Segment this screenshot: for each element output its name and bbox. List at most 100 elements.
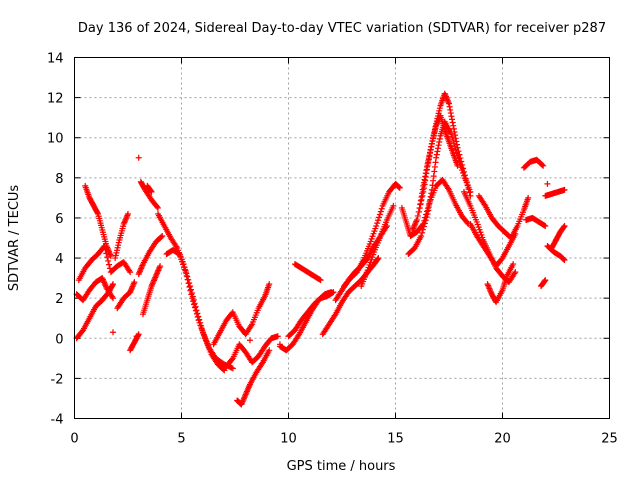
data-point-marker: [434, 145, 441, 152]
data-point-marker: [228, 356, 235, 363]
data-point-marker: [425, 155, 432, 162]
data-point-marker: [374, 255, 381, 262]
data-point-marker: [428, 143, 435, 150]
data-point-marker: [420, 182, 427, 189]
data-point-marker: [542, 277, 549, 284]
data-point-marker: [109, 282, 116, 289]
data-point-marker: [449, 116, 456, 123]
data-point-marker: [159, 232, 166, 239]
grid-lines: [74, 57, 610, 419]
data-point-marker: [154, 204, 161, 211]
y-tick-label: 12: [47, 92, 64, 107]
data-point-marker: [192, 307, 199, 314]
data-point-marker: [512, 269, 519, 276]
data-point-marker: [424, 160, 431, 167]
y-tick-labels: -4 -2 0 2 4 6 8 10 12 14: [47, 52, 64, 428]
data-point-marker: [419, 186, 426, 193]
x-tick-label: 0: [70, 432, 78, 447]
data-point-marker: [396, 184, 403, 191]
data-point-marker: [466, 189, 473, 196]
data-point-marker: [185, 280, 192, 287]
data-point-marker: [431, 163, 438, 170]
x-tick-label: 15: [387, 432, 404, 447]
data-point-marker: [131, 279, 138, 286]
data-point-marker: [436, 139, 443, 146]
data-point-marker: [330, 289, 337, 296]
data-point-marker: [221, 367, 228, 374]
data-point-marker: [110, 281, 117, 288]
data-point-marker: [454, 144, 461, 151]
data-point-marker: [373, 222, 380, 229]
data-point-marker: [414, 212, 421, 219]
data-point-marker: [459, 161, 466, 168]
data-point-marker: [461, 172, 468, 179]
x-tick-labels: 0 5 10 15 20 25: [70, 432, 617, 447]
data-point-marker: [374, 220, 381, 227]
data-point-marker: [449, 119, 456, 126]
data-point-marker: [423, 163, 430, 170]
data-point-marker: [426, 200, 433, 207]
data-point-marker: [421, 220, 428, 227]
data-point-marker: [433, 151, 440, 158]
data-point-marker: [434, 148, 441, 155]
data-point-marker: [105, 257, 112, 264]
data-point-marker: [375, 214, 382, 221]
y-tick-label: -2: [51, 372, 64, 387]
data-point-marker: [430, 177, 437, 184]
data-point-marker: [375, 255, 382, 262]
data-point-marker: [435, 142, 442, 149]
data-point-marker: [266, 281, 273, 288]
data-point-marker: [417, 197, 424, 204]
y-tick-label: 2: [55, 292, 63, 307]
data-point-marker: [446, 103, 453, 110]
data-point-marker: [428, 186, 435, 193]
data-point-marker: [127, 269, 134, 276]
data-point-marker: [419, 229, 426, 236]
x-tick-label: 20: [494, 432, 511, 447]
data-point-marker: [428, 190, 435, 197]
x-axis-label: GPS time / hours: [287, 459, 396, 474]
data-point-marker: [427, 193, 434, 200]
data-point-marker: [465, 186, 472, 193]
data-point-marker: [377, 208, 384, 215]
data-point-marker: [432, 159, 439, 166]
data-point-marker: [460, 168, 467, 175]
y-tick-label: 4: [55, 252, 63, 267]
data-point-marker: [423, 167, 430, 174]
y-axis-label: SDTVAR / TECUs: [7, 185, 22, 292]
data-point-marker: [453, 138, 460, 145]
data-point-marker: [416, 205, 423, 212]
data-point-marker: [425, 204, 432, 211]
data-point-marker: [106, 261, 113, 268]
data-point-marker: [154, 203, 161, 210]
data-point-marker: [446, 100, 452, 107]
data-point-marker: [452, 132, 459, 139]
data-point-marker: [455, 148, 462, 155]
data-point-marker: [458, 158, 465, 165]
data-point-marker: [191, 301, 198, 308]
data-point-marker: [420, 179, 427, 186]
y-tick-label: -4: [51, 413, 64, 428]
data-point-marker: [157, 263, 164, 270]
data-point-marker: [147, 188, 154, 195]
data-point-marker: [541, 277, 548, 284]
data-point-marker: [561, 222, 568, 229]
data-point-marker: [246, 337, 253, 344]
data-point-marker: [425, 207, 432, 214]
data-point-marker: [190, 298, 197, 305]
data-point-marker: [274, 333, 281, 340]
data-point-marker: [187, 287, 194, 294]
data-point-marker: [378, 205, 385, 212]
data-point-marker: [423, 214, 430, 221]
data-point-marker: [193, 310, 200, 317]
data-point-marker: [376, 211, 383, 218]
y-tick-label: 6: [55, 212, 63, 227]
data-point-marker: [419, 190, 426, 197]
data-point-marker: [429, 182, 436, 189]
y-tick-label: 0: [55, 332, 63, 347]
data-point-marker: [525, 194, 532, 201]
data-point-marker: [183, 272, 190, 279]
data-point-marker: [544, 180, 551, 187]
